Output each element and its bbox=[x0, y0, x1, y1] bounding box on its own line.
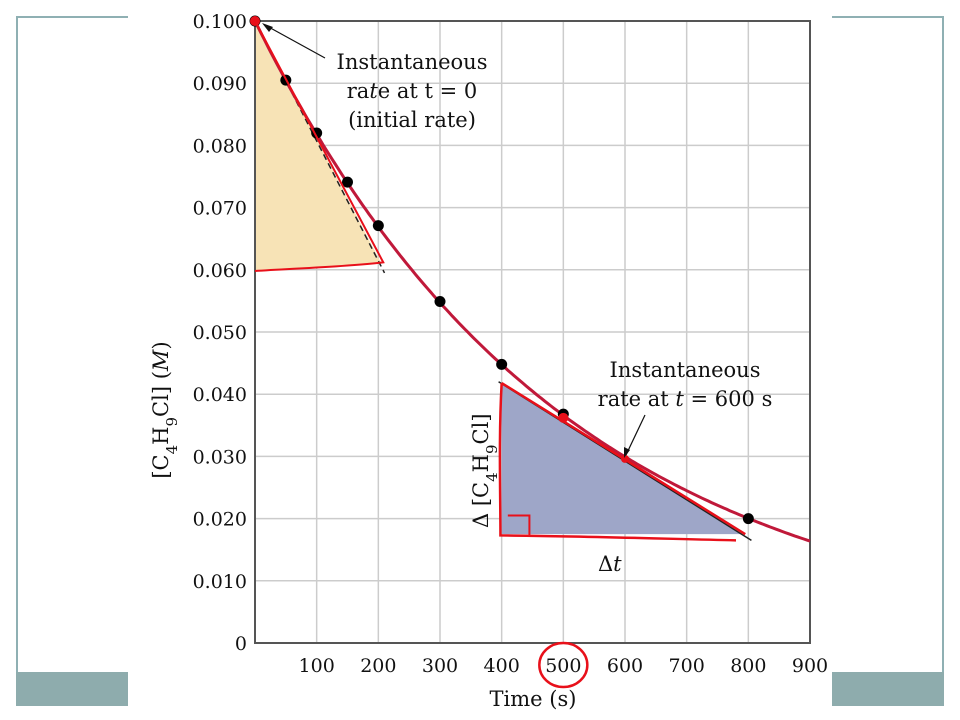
y-tick-label: 0.070 bbox=[193, 198, 247, 220]
y-tick-label: 0.010 bbox=[193, 571, 247, 593]
data-point bbox=[342, 176, 353, 188]
footer-bar-right bbox=[832, 672, 944, 706]
delta-time-label: Δt bbox=[598, 552, 622, 576]
ink-circle-500 bbox=[538, 641, 589, 689]
arrow-600-rate bbox=[625, 414, 646, 456]
frame-left-line bbox=[16, 16, 18, 706]
data-point bbox=[434, 296, 446, 308]
y-tick-label: 0.020 bbox=[193, 509, 247, 531]
delta-concentration-label: Δ [C4H9Cl] bbox=[469, 413, 501, 528]
data-point bbox=[742, 513, 754, 525]
y-tick-label: 0.050 bbox=[193, 322, 247, 344]
frame-top-line-left bbox=[16, 16, 128, 18]
y-tick-label: 0.060 bbox=[193, 260, 247, 282]
handwritten-marks bbox=[250, 16, 746, 689]
annotation-rate-600: Instantaneous rate at t = 600 s bbox=[598, 358, 773, 411]
frame-top-line-right bbox=[832, 16, 944, 18]
ink-right-angle-mark bbox=[507, 514, 531, 537]
x-tick-labels: 100 200 300 400 500 600 700 800 900 bbox=[299, 655, 829, 677]
x-tick-label: 700 bbox=[669, 655, 705, 677]
arrow-initial-rate bbox=[264, 24, 326, 59]
data-point bbox=[496, 358, 508, 370]
annotation-600-line1: Instantaneous bbox=[610, 358, 761, 382]
tangent-triangles bbox=[254, 20, 752, 542]
y-tick-label: 0.080 bbox=[193, 135, 247, 157]
arrow-600-head bbox=[624, 447, 630, 458]
y-tick-label: 0 bbox=[235, 633, 247, 655]
annotation-initial-line3: (initial rate) bbox=[348, 108, 476, 132]
annotation-initial-line1: Instantaneous bbox=[337, 50, 488, 74]
x-tick-label: 300 bbox=[422, 655, 458, 677]
y-tick-label: 0.100 bbox=[193, 11, 247, 33]
x-axis-label: Time (s) bbox=[490, 687, 577, 711]
y-axis-label: [C4H9Cl] (M) bbox=[149, 341, 181, 478]
x-tick-label: 100 bbox=[299, 655, 335, 677]
data-point bbox=[372, 220, 384, 232]
annotation-initial-line2-text: rate at t = 0 bbox=[347, 79, 478, 103]
grid bbox=[255, 21, 811, 643]
x-tick-label: 800 bbox=[730, 655, 766, 677]
y-tick-label: 0.030 bbox=[193, 446, 247, 468]
y-tick-labels: 0 0.010 0.020 0.030 0.040 0.050 0.060 0.070 0.08… bbox=[193, 11, 247, 655]
y-tick-label: 0.090 bbox=[193, 73, 247, 95]
ink-dot-initial bbox=[250, 16, 260, 26]
x-tick-label: 400 bbox=[484, 655, 520, 677]
footer-bar-left bbox=[16, 672, 128, 706]
x-tick-label: 600 bbox=[607, 655, 643, 677]
y-tick-label: 0.040 bbox=[193, 384, 247, 406]
ink-dot-600 bbox=[621, 454, 629, 463]
x-tick-label: 200 bbox=[360, 655, 396, 677]
annotation-600-line2: rate at t = 600 s bbox=[598, 387, 773, 411]
plot-border bbox=[254, 20, 811, 644]
initial-tangent-line bbox=[254, 20, 386, 274]
frame-right-line bbox=[942, 16, 944, 706]
x-tick-label: 500 bbox=[545, 655, 581, 677]
ink-initial-triangle bbox=[254, 20, 385, 273]
x-tick-label: 900 bbox=[792, 655, 828, 677]
annotation-initial-rate: Instantaneous rate at t = 0 (initial rat… bbox=[337, 50, 488, 132]
ink-dot-500 bbox=[558, 412, 569, 423]
annotation-initial-line2: rate at t = 0 bbox=[347, 79, 478, 103]
arrow-initial-head bbox=[262, 23, 273, 32]
